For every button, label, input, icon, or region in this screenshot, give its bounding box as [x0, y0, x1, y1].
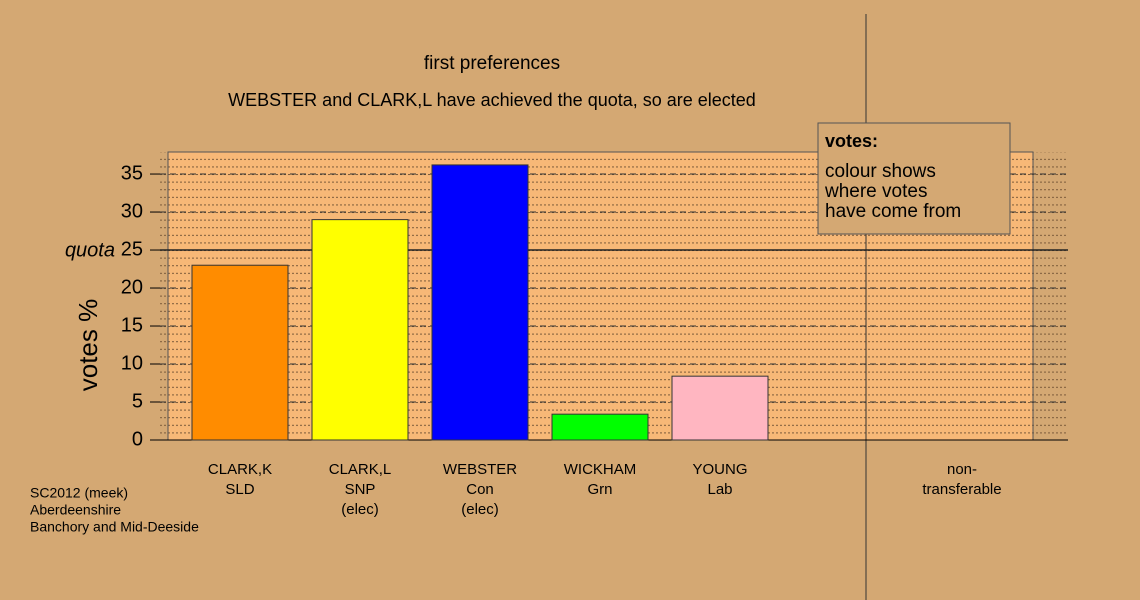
footer-text: Aberdeenshire: [30, 502, 121, 518]
bar: [671, 375, 769, 441]
x-tick-label: WEBSTER: [443, 461, 517, 478]
bar: [191, 264, 289, 441]
legend-title: votes:: [825, 131, 878, 151]
bar: [551, 413, 649, 441]
x-tick-label: CLARK,L: [329, 461, 392, 478]
y-tick-label: 35: [121, 162, 143, 184]
legend-box: [817, 122, 1011, 235]
footer-text: SC2012 (meek): [30, 485, 128, 501]
footer-text: Banchory and Mid-Deeside: [30, 519, 199, 535]
x-tick-label: Lab: [707, 481, 732, 498]
elected-note: (elec): [461, 501, 499, 518]
quota-label: quota: [65, 239, 115, 261]
y-tick-label: 5: [132, 390, 143, 412]
legend-text: colour shows: [825, 161, 936, 182]
bar: [431, 164, 529, 441]
x-tick-label: Grn: [587, 481, 612, 498]
bar: [311, 219, 409, 441]
x-tick-label: Con: [466, 481, 494, 498]
x-tick-label: YOUNG: [692, 461, 747, 478]
y-tick-label: 25: [121, 238, 143, 260]
y-tick-label: 30: [121, 200, 143, 222]
y-tick-label: 10: [121, 352, 143, 374]
y-tick-label: 15: [121, 314, 143, 336]
y-tick-label: 0: [132, 428, 143, 450]
x-tick-label: non-: [947, 461, 977, 478]
x-tick-label: SLD: [225, 481, 254, 498]
legend-text: have come from: [825, 201, 961, 222]
chart-title: first preferences: [424, 53, 560, 74]
y-tick-label: 20: [121, 276, 143, 298]
x-tick-label: SNP: [345, 481, 376, 498]
x-tick-label: CLARK,K: [208, 461, 272, 478]
marks: 0 5 10 15 20 25 30 35 quota CLARK,K SLD CLARK,L SNP (…: [65, 162, 1068, 518]
legend-text: where votes: [824, 181, 927, 202]
elected-note: (elec): [341, 501, 379, 518]
x-tick-label: WICKHAM: [564, 461, 637, 478]
chart-subtitle: WEBSTER and CLARK,L have achieved the qu…: [228, 90, 756, 110]
x-tick-label: transferable: [922, 481, 1001, 498]
y-axis-label: votes %: [73, 299, 103, 392]
